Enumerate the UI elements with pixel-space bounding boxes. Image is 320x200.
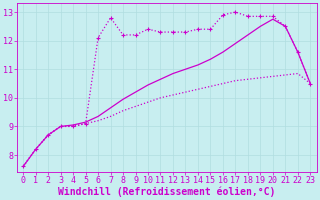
X-axis label: Windchill (Refroidissement éolien,°C): Windchill (Refroidissement éolien,°C) [58,186,276,197]
